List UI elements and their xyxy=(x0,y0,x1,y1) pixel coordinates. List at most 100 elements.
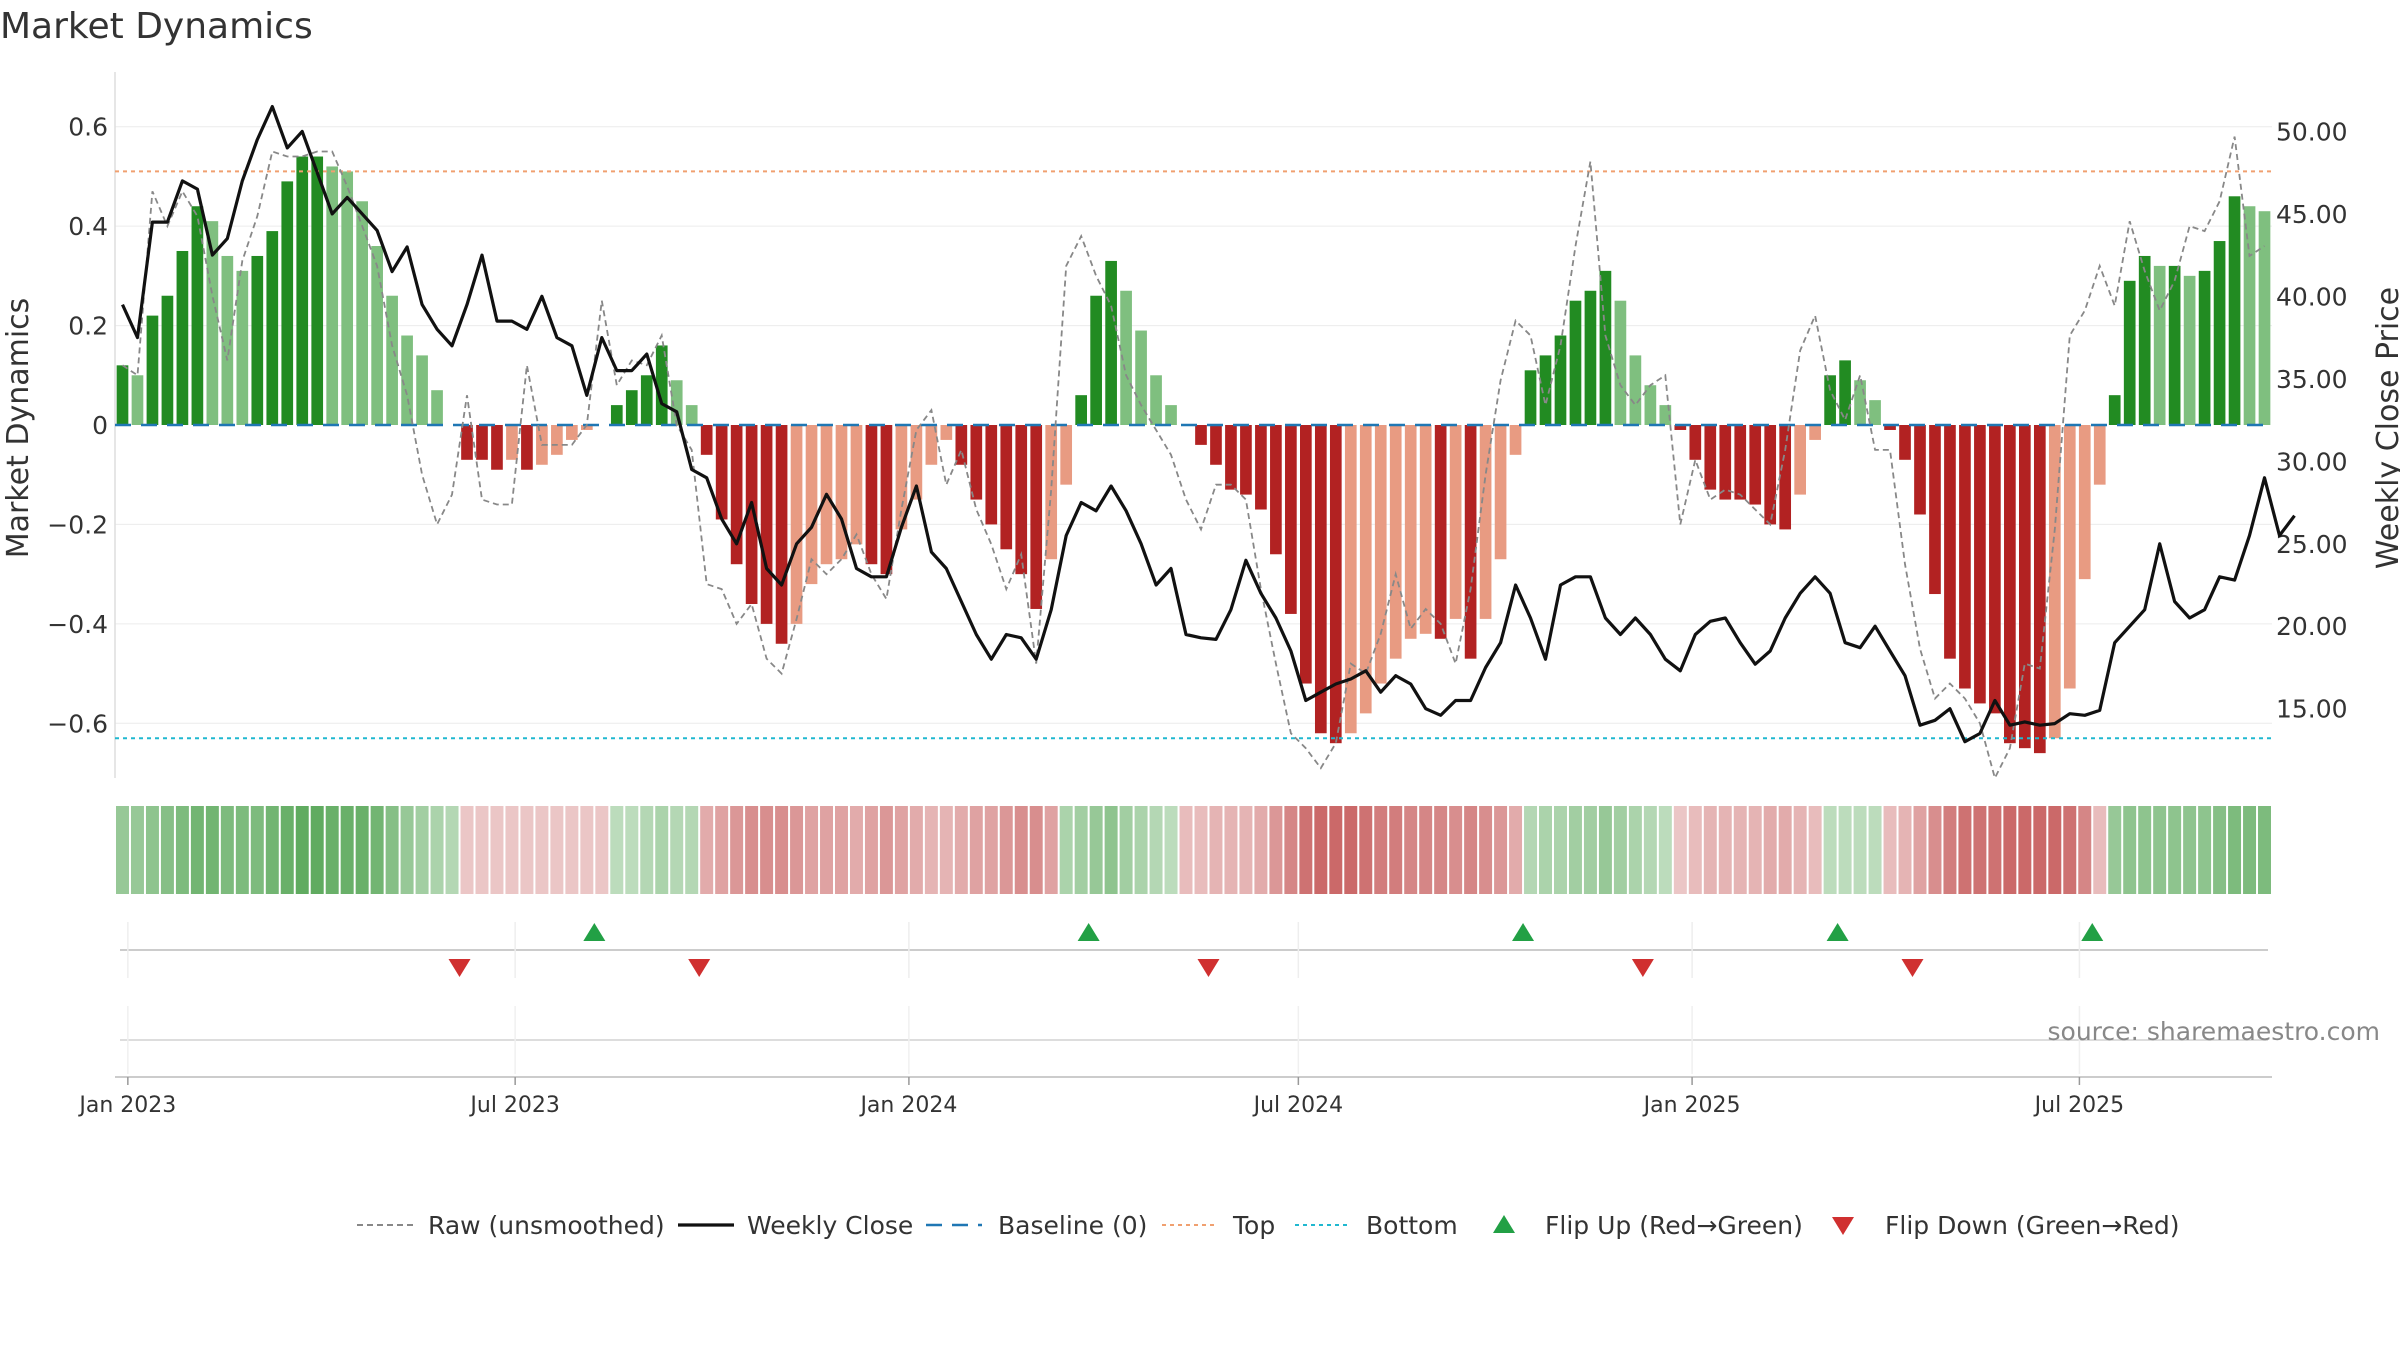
dynamics-bar xyxy=(1779,425,1792,530)
regime-cell xyxy=(460,806,474,894)
regime-cell xyxy=(520,806,534,894)
dynamics-bar xyxy=(1329,425,1342,744)
dynamics-bar xyxy=(1030,425,1043,609)
dynamics-bar xyxy=(955,425,968,465)
regime-cell xyxy=(2123,806,2137,894)
dynamics-bar xyxy=(1719,425,1732,500)
regime-cell xyxy=(655,806,669,894)
regime-cell xyxy=(385,806,399,894)
regime-cell xyxy=(2093,806,2107,894)
y-tick-label: 0.2 xyxy=(68,312,108,341)
dynamics-bar xyxy=(2228,196,2241,425)
dynamics-bar xyxy=(1674,425,1687,430)
regime-cell xyxy=(565,806,579,894)
regime-cell xyxy=(116,806,129,894)
regime-cell xyxy=(790,806,804,894)
dynamics-bar xyxy=(1854,380,1866,425)
dynamics-bar xyxy=(266,231,279,425)
regime-cell xyxy=(1554,806,1567,894)
regime-cell xyxy=(1509,806,1523,894)
regime-cell xyxy=(1763,806,1777,894)
dynamics-bar xyxy=(1075,395,1087,425)
regime-cell xyxy=(205,806,219,894)
dynamics-bar xyxy=(1015,425,1028,575)
regime-cell xyxy=(2183,806,2197,894)
dynamics-bar xyxy=(491,425,503,470)
regime-cell xyxy=(1329,806,1343,894)
regime-cell xyxy=(1913,806,1927,894)
dynamics-bar xyxy=(1524,370,1537,425)
dynamics-bar xyxy=(1704,425,1717,490)
dynamics-bar xyxy=(1539,355,1552,425)
flip-down-marker xyxy=(1901,959,1924,977)
regime-cell xyxy=(1029,806,1043,894)
dynamics-bar xyxy=(116,365,129,425)
y2-tick-label: 45.00 xyxy=(2276,200,2348,229)
dynamics-bar xyxy=(1135,330,1147,425)
dynamics-bar xyxy=(2213,241,2226,425)
flip-up-marker xyxy=(1512,923,1535,941)
regime-cell xyxy=(415,806,429,894)
y-tick-label: 0.4 xyxy=(68,212,108,241)
dynamics-bar xyxy=(521,425,533,470)
regime-cell xyxy=(1988,806,2002,894)
dynamics-bar xyxy=(1599,270,1612,425)
regime-cell xyxy=(1898,806,1912,894)
dynamics-bar xyxy=(1404,425,1417,639)
regime-cell xyxy=(939,806,953,894)
regime-cell xyxy=(954,806,968,894)
regime-cell xyxy=(1239,806,1253,894)
dynamics-bar xyxy=(176,250,189,425)
regime-cell xyxy=(1808,806,1822,894)
regime-cell xyxy=(1374,806,1388,894)
dynamics-bar xyxy=(1554,335,1567,425)
dynamics-bar xyxy=(1449,425,1462,619)
dynamics-bar xyxy=(1899,425,1911,460)
dynamics-bar xyxy=(700,425,713,455)
regime-cell xyxy=(730,806,744,894)
regime-cell xyxy=(2258,806,2271,894)
regime-cell xyxy=(969,806,983,894)
dynamics-bar xyxy=(2108,395,2121,425)
dynamics-bar xyxy=(1000,425,1013,550)
dynamics-bar xyxy=(1225,425,1237,490)
dynamics-bar xyxy=(760,425,773,624)
main-panel: 0.6 0.4 0.2 0 −0.2 −0.4 −0.6 50.00 45.00 40.00 35.… xyxy=(47,72,2348,781)
dynamics-bar xyxy=(1255,425,1267,510)
regime-cell xyxy=(535,806,549,894)
regime-cell xyxy=(1224,806,1238,894)
dynamics-bar xyxy=(1285,425,1297,614)
flip-up-marker xyxy=(2081,923,2104,941)
dynamics-bar xyxy=(371,246,383,425)
dynamics-bar xyxy=(1944,425,1956,659)
regime-cell xyxy=(1194,806,1208,894)
dynamics-bar xyxy=(1914,425,1926,515)
regime-cell xyxy=(2033,806,2047,894)
regime-cell xyxy=(1434,806,1448,894)
dynamics-bar xyxy=(296,156,309,426)
dynamics-bar xyxy=(2123,280,2136,425)
dynamics-bar xyxy=(581,425,593,430)
x-tick-label: Jul 2024 xyxy=(1252,1093,1344,1118)
regime-cell xyxy=(1104,806,1118,894)
dynamics-bar xyxy=(1644,385,1657,425)
regime-cell xyxy=(1733,806,1747,894)
regime-cell xyxy=(175,806,189,894)
dynamics-bar xyxy=(2063,425,2076,689)
dynamics-bar xyxy=(835,425,848,560)
dynamics-bar xyxy=(2033,425,2046,754)
flip-up-marker xyxy=(583,923,606,941)
regime-cell xyxy=(445,806,459,894)
regime-cell xyxy=(1568,806,1582,894)
regime-cell xyxy=(1479,806,1493,894)
regime-cell xyxy=(685,806,699,894)
dynamics-bar xyxy=(281,181,294,425)
regime-cell xyxy=(595,806,609,894)
dynamics-bar xyxy=(1809,425,1821,440)
regime-cell xyxy=(999,806,1013,894)
dynamics-bar xyxy=(551,425,563,455)
regime-cell xyxy=(580,806,594,894)
dynamics-bar xyxy=(805,425,818,585)
